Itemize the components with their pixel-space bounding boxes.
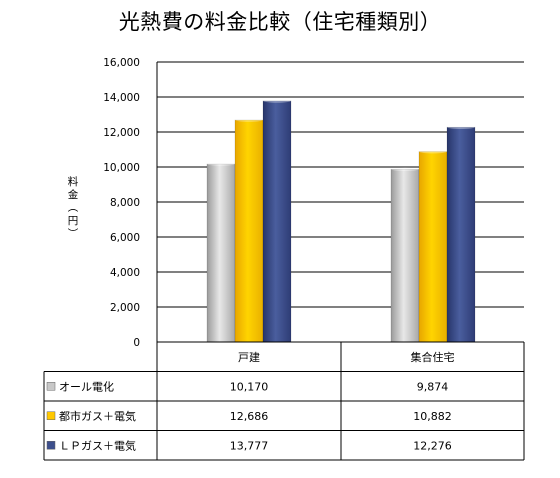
bar-top-highlight	[419, 149, 447, 154]
y-tick-label: 12,000	[103, 127, 140, 139]
y-tick-label: 0	[133, 337, 140, 349]
y-tick-label: 4,000	[110, 267, 140, 279]
category-label: 戸建	[238, 350, 260, 364]
bar-top-highlight	[447, 125, 475, 129]
y-tick-label: 10,000	[103, 162, 140, 174]
legend-label: ＬＰガス＋電気	[59, 438, 136, 452]
y-tick-label: 6,000	[110, 232, 140, 244]
bar	[418, 151, 448, 343]
bar-top-highlight	[207, 162, 235, 166]
bars	[206, 99, 476, 343]
y-axis: 0 2,000 4,000 6,000 8,000 10,000 12,000 14,000 1…	[103, 57, 158, 349]
category-label: 集合住宅	[411, 350, 455, 364]
y-tick-label: 2,000	[110, 302, 140, 314]
bar	[390, 168, 420, 343]
legend-swatch	[46, 441, 56, 450]
data-label: 9,874	[417, 380, 449, 393]
y-axis-label-char: 円	[68, 215, 79, 227]
legend-swatch	[46, 382, 56, 391]
legend-label: 都市ガス＋電気	[59, 409, 136, 423]
y-tick-label: 16,000	[103, 57, 140, 69]
bar	[234, 119, 264, 343]
y-axis-label-char: （	[66, 202, 78, 213]
bar-top-highlight	[235, 118, 263, 122]
y-axis-label-char: ）	[66, 228, 78, 239]
legend-swatch	[46, 411, 56, 420]
bar	[206, 163, 236, 343]
data-label: 10,882	[413, 410, 452, 423]
data-label: 13,777	[230, 439, 269, 452]
bar-top-highlight	[391, 167, 419, 172]
y-tick-label: 8,000	[110, 197, 140, 209]
data-label: 10,170	[230, 380, 269, 393]
legend-label: オール電化	[59, 379, 114, 393]
y-axis-label-char: 金	[68, 188, 79, 201]
y-axis-label: 料金（ 円）	[66, 175, 79, 238]
bar	[446, 126, 476, 343]
y-tick-label: 14,000	[103, 92, 140, 104]
bar	[262, 100, 292, 343]
y-axis-label-char: 料	[68, 175, 79, 188]
bar-top-highlight	[263, 99, 291, 103]
chart-title: 光熱費の料金比較（住宅種類別）	[118, 10, 442, 34]
data-label: 12,276	[413, 439, 452, 452]
data-label: 12,686	[230, 410, 269, 423]
